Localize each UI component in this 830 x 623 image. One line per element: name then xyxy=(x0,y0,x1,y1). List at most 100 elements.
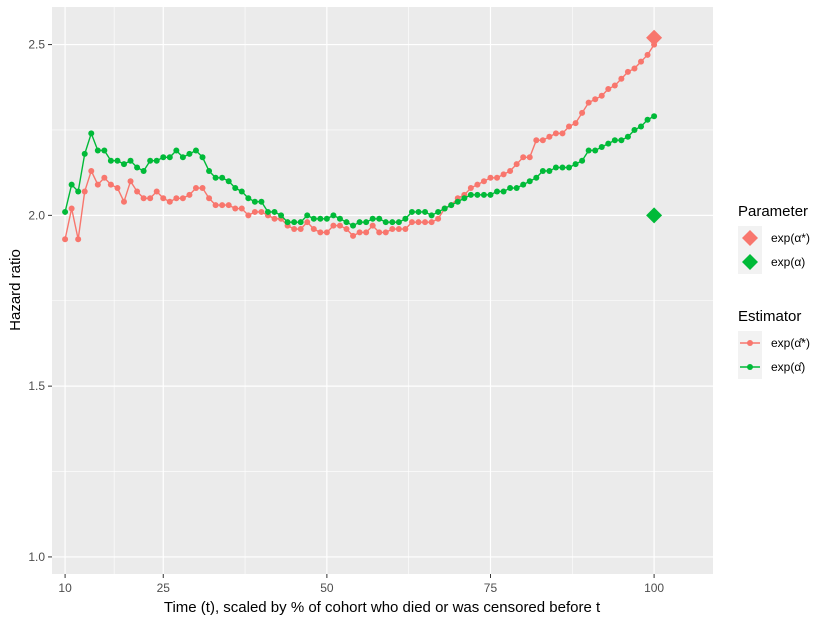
series-2-point xyxy=(310,215,317,222)
series-2-point xyxy=(480,191,487,198)
series-layer xyxy=(62,41,658,243)
series-1-point xyxy=(343,226,350,233)
series-1-point xyxy=(147,195,154,202)
legend-parameter-entries: exp(α*) exp(α) xyxy=(738,226,810,274)
series-2-point xyxy=(317,215,324,222)
series-1-point xyxy=(605,85,612,92)
series-1-point xyxy=(140,195,147,202)
series-1-point xyxy=(520,154,527,161)
series-1-point xyxy=(127,178,134,185)
series-1-point xyxy=(75,236,82,243)
series-1-point xyxy=(323,229,330,236)
x-axis-ticks: 10 25 50 75 100 xyxy=(58,574,664,595)
series-2-point xyxy=(415,208,422,215)
series-1-point xyxy=(330,222,337,229)
series-2-point xyxy=(389,219,396,226)
y-tick-label: 1.0 xyxy=(28,550,45,564)
series-2-point xyxy=(644,116,651,123)
series-2-point xyxy=(330,212,337,219)
series-2-point xyxy=(461,195,468,202)
series-2-point xyxy=(75,188,82,195)
series-2-point xyxy=(94,147,101,154)
series-1-point xyxy=(579,109,586,116)
series-2-point xyxy=(192,147,199,154)
series-1-point xyxy=(507,167,514,174)
series-1-point xyxy=(526,154,533,161)
series-2-point xyxy=(369,215,376,222)
series-1-point xyxy=(219,202,226,209)
series-1-point xyxy=(153,188,160,195)
series-2-point xyxy=(422,208,429,215)
series-2-point xyxy=(566,164,573,171)
series-2-point xyxy=(605,140,612,147)
series-2-point xyxy=(474,191,481,198)
series-1-point xyxy=(467,185,474,192)
series-1-point xyxy=(389,226,396,233)
series-1-point xyxy=(363,229,370,236)
series-1-point xyxy=(356,229,363,236)
series-1-point xyxy=(435,215,442,222)
series-1-point xyxy=(179,195,186,202)
x-tick-label: 25 xyxy=(157,581,171,595)
series-2-point xyxy=(611,137,618,144)
series-2-point xyxy=(507,185,514,192)
y-axis-title: Hazard ratio xyxy=(7,249,24,331)
series-1-point xyxy=(402,226,409,233)
series-2-point xyxy=(291,219,298,226)
parameter-marker-1 xyxy=(646,29,663,46)
series-2-point xyxy=(376,215,383,222)
series-1-point xyxy=(350,232,357,239)
series-2-point xyxy=(638,123,645,130)
minor-gridlines xyxy=(52,7,713,574)
legend-estimator-label: exp(α̂*) xyxy=(771,336,810,350)
series-2-point xyxy=(212,174,219,181)
series-1-point xyxy=(395,226,402,233)
series-2-point xyxy=(199,154,206,161)
series-2-point xyxy=(251,198,258,205)
series-2-point xyxy=(350,222,357,229)
series-2-point xyxy=(81,150,88,157)
series-1-point xyxy=(297,226,304,233)
series-2-point xyxy=(441,205,448,212)
series-2-point xyxy=(160,154,167,161)
series-2-point xyxy=(454,198,461,205)
series-2-point xyxy=(278,212,285,219)
series-2-point xyxy=(592,147,599,154)
series-2-point xyxy=(402,215,409,222)
series-2-point xyxy=(88,130,95,137)
series-1-point xyxy=(474,181,481,188)
series-1-point xyxy=(88,167,95,174)
y-tick-label: 1.5 xyxy=(28,379,45,393)
series-2-point xyxy=(147,157,154,164)
series-1-point xyxy=(166,198,173,205)
series-1-point xyxy=(428,219,435,226)
legend: Parameter exp(α*) exp(α) Estimator exp(α̂… xyxy=(738,203,810,379)
parameter-markers xyxy=(646,29,663,224)
series-2-point xyxy=(598,144,605,151)
series-1-point xyxy=(238,205,245,212)
series-1-point xyxy=(107,181,114,188)
series-2-point xyxy=(245,195,252,202)
series-2-point xyxy=(579,157,586,164)
series-2-point xyxy=(271,208,278,215)
series-2-point xyxy=(140,167,147,174)
series-1-point xyxy=(62,236,69,243)
series-1-point xyxy=(310,226,317,233)
series-2-point xyxy=(238,188,245,195)
series-2-point xyxy=(572,161,579,168)
series-2-point xyxy=(173,147,180,154)
legend-parameter-title: Parameter xyxy=(738,203,808,220)
series-2-point xyxy=(494,188,501,195)
series-1-point xyxy=(160,195,167,202)
series-2-point xyxy=(219,174,226,181)
series-1-point xyxy=(592,96,599,103)
series-2-point xyxy=(408,208,415,215)
series-1-point xyxy=(206,195,213,202)
series-2-point xyxy=(258,198,265,205)
series-2-point xyxy=(546,167,553,174)
series-2-point xyxy=(225,178,232,185)
y-axis-ticks: 1.0 1.5 2.0 2.5 xyxy=(28,38,52,564)
series-1-point xyxy=(232,205,239,212)
series-1-point xyxy=(68,205,75,212)
